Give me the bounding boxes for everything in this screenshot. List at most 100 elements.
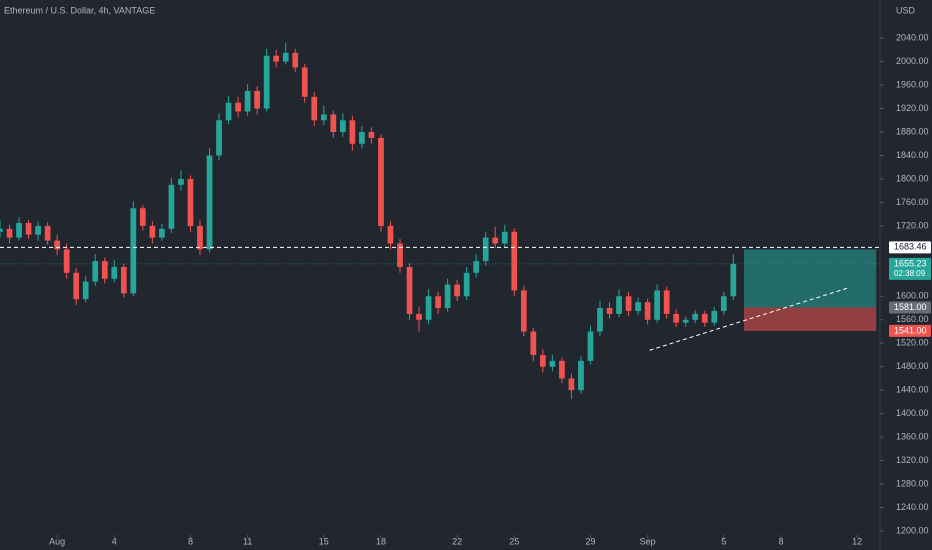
candle-body: [282, 52, 289, 62]
candle-body: [520, 290, 527, 332]
y-tick-label: 1320.00: [896, 455, 929, 465]
candle-body: [254, 90, 260, 109]
x-tick-label: 22: [452, 536, 462, 546]
candle-body: [663, 290, 670, 314]
candle-body: [178, 178, 184, 185]
candle-body: [130, 208, 137, 294]
candle-body: [397, 243, 403, 267]
target-zone: [744, 249, 877, 308]
x-tick-label: 4: [112, 536, 117, 546]
candle-body: [720, 296, 727, 311]
y-tick-label: 1520.00: [896, 338, 929, 348]
candle-body: [692, 313, 699, 320]
candle-body: [244, 90, 251, 112]
candle-body: [187, 178, 194, 226]
candle-body: [368, 132, 375, 138]
candle-body: [311, 96, 318, 121]
stop-tag: 1541.00: [894, 325, 927, 335]
x-tick-label: Sep: [640, 536, 656, 546]
candle-body: [225, 102, 232, 121]
y-tick-label: 1200.00: [896, 525, 929, 535]
y-tick-label: 1280.00: [896, 478, 929, 488]
entry-tag: 1581.00: [894, 302, 927, 312]
candle-body: [82, 281, 89, 300]
candle-body: [473, 261, 480, 273]
last-price-tag-bg: [889, 257, 931, 280]
candle-body: [625, 296, 632, 311]
x-tick-label: 11: [243, 536, 252, 546]
x-tick-label: 8: [188, 536, 193, 546]
candle-body: [54, 240, 60, 250]
candle-body: [168, 184, 175, 229]
candle-body: [101, 261, 108, 279]
candle-body: [406, 266, 413, 314]
x-tick-label: 25: [509, 536, 519, 546]
y-tick-label: 1600.00: [896, 291, 929, 301]
candle-body: [92, 261, 99, 282]
candle-body: [197, 225, 203, 250]
entry-tag-bg: [889, 301, 931, 314]
candle-body: [320, 114, 327, 121]
candle-body: [63, 249, 70, 273]
candle-body: [711, 310, 718, 323]
candle-body: [463, 272, 470, 297]
candle-body: [216, 120, 222, 156]
candle-body: [140, 208, 146, 226]
candle-body: [120, 266, 127, 294]
candle-body: [378, 137, 384, 226]
candle-body: [635, 302, 641, 311]
candle-body: [501, 231, 508, 244]
y-tick-label: 1560.00: [896, 314, 929, 324]
candle-body: [492, 237, 499, 244]
y-tick-label: 1240.00: [896, 502, 929, 512]
candle-body: [540, 354, 546, 367]
candle-body: [16, 222, 22, 238]
y-tick-label: 1480.00: [896, 361, 929, 371]
candle-body: [159, 228, 165, 238]
candle-body: [568, 378, 575, 391]
y-tick-label: 1920.00: [896, 103, 929, 113]
candle-body: [0, 228, 3, 232]
y-tick-label: 2000.00: [896, 56, 929, 66]
candle-body: [616, 296, 622, 314]
y-tick-label: 1720.00: [896, 220, 929, 230]
y-tick-label: 2040.00: [896, 33, 929, 43]
y-tick-label: 1360.00: [896, 431, 929, 441]
candle-body: [425, 296, 432, 320]
candle-body: [587, 331, 594, 361]
x-tick-label: 29: [585, 536, 595, 546]
candle-body: [578, 360, 584, 391]
x-tick-label: 18: [376, 536, 386, 546]
y-tick-label: 1840.00: [896, 150, 929, 160]
candle-body: [206, 155, 213, 250]
last-price-tag: 1655.23: [894, 258, 927, 268]
candle-body: [511, 231, 518, 291]
candle-body: [273, 55, 280, 62]
stop-tag-bg: [889, 324, 931, 337]
x-tick-label: Aug: [49, 536, 65, 546]
candle-body: [111, 266, 118, 279]
chart-title[interactable]: Ethereum / U.S. Dollar, 4h, VANTAGE: [4, 5, 155, 15]
candle-body: [6, 228, 13, 238]
candle-body: [25, 222, 32, 235]
candle-body: [435, 296, 441, 309]
candle-body: [701, 313, 708, 323]
hline-tag-bg: [889, 241, 931, 254]
candle-body: [340, 120, 346, 133]
candle-body: [149, 225, 156, 238]
candle-body: [482, 237, 489, 262]
candle-body: [359, 132, 365, 144]
candle-body: [682, 319, 689, 323]
candle-body: [730, 263, 737, 297]
candle-body: [73, 272, 80, 300]
candle-body: [549, 360, 556, 367]
candle-body: [301, 67, 308, 97]
candle-body: [349, 120, 356, 144]
hline-tag: 1683.46: [894, 242, 927, 252]
stop-zone: [744, 307, 877, 331]
y-tick-label: 1960.00: [896, 79, 929, 89]
x-tick-label: 5: [721, 536, 726, 546]
candle-body: [673, 313, 680, 323]
candle-body: [416, 313, 422, 320]
